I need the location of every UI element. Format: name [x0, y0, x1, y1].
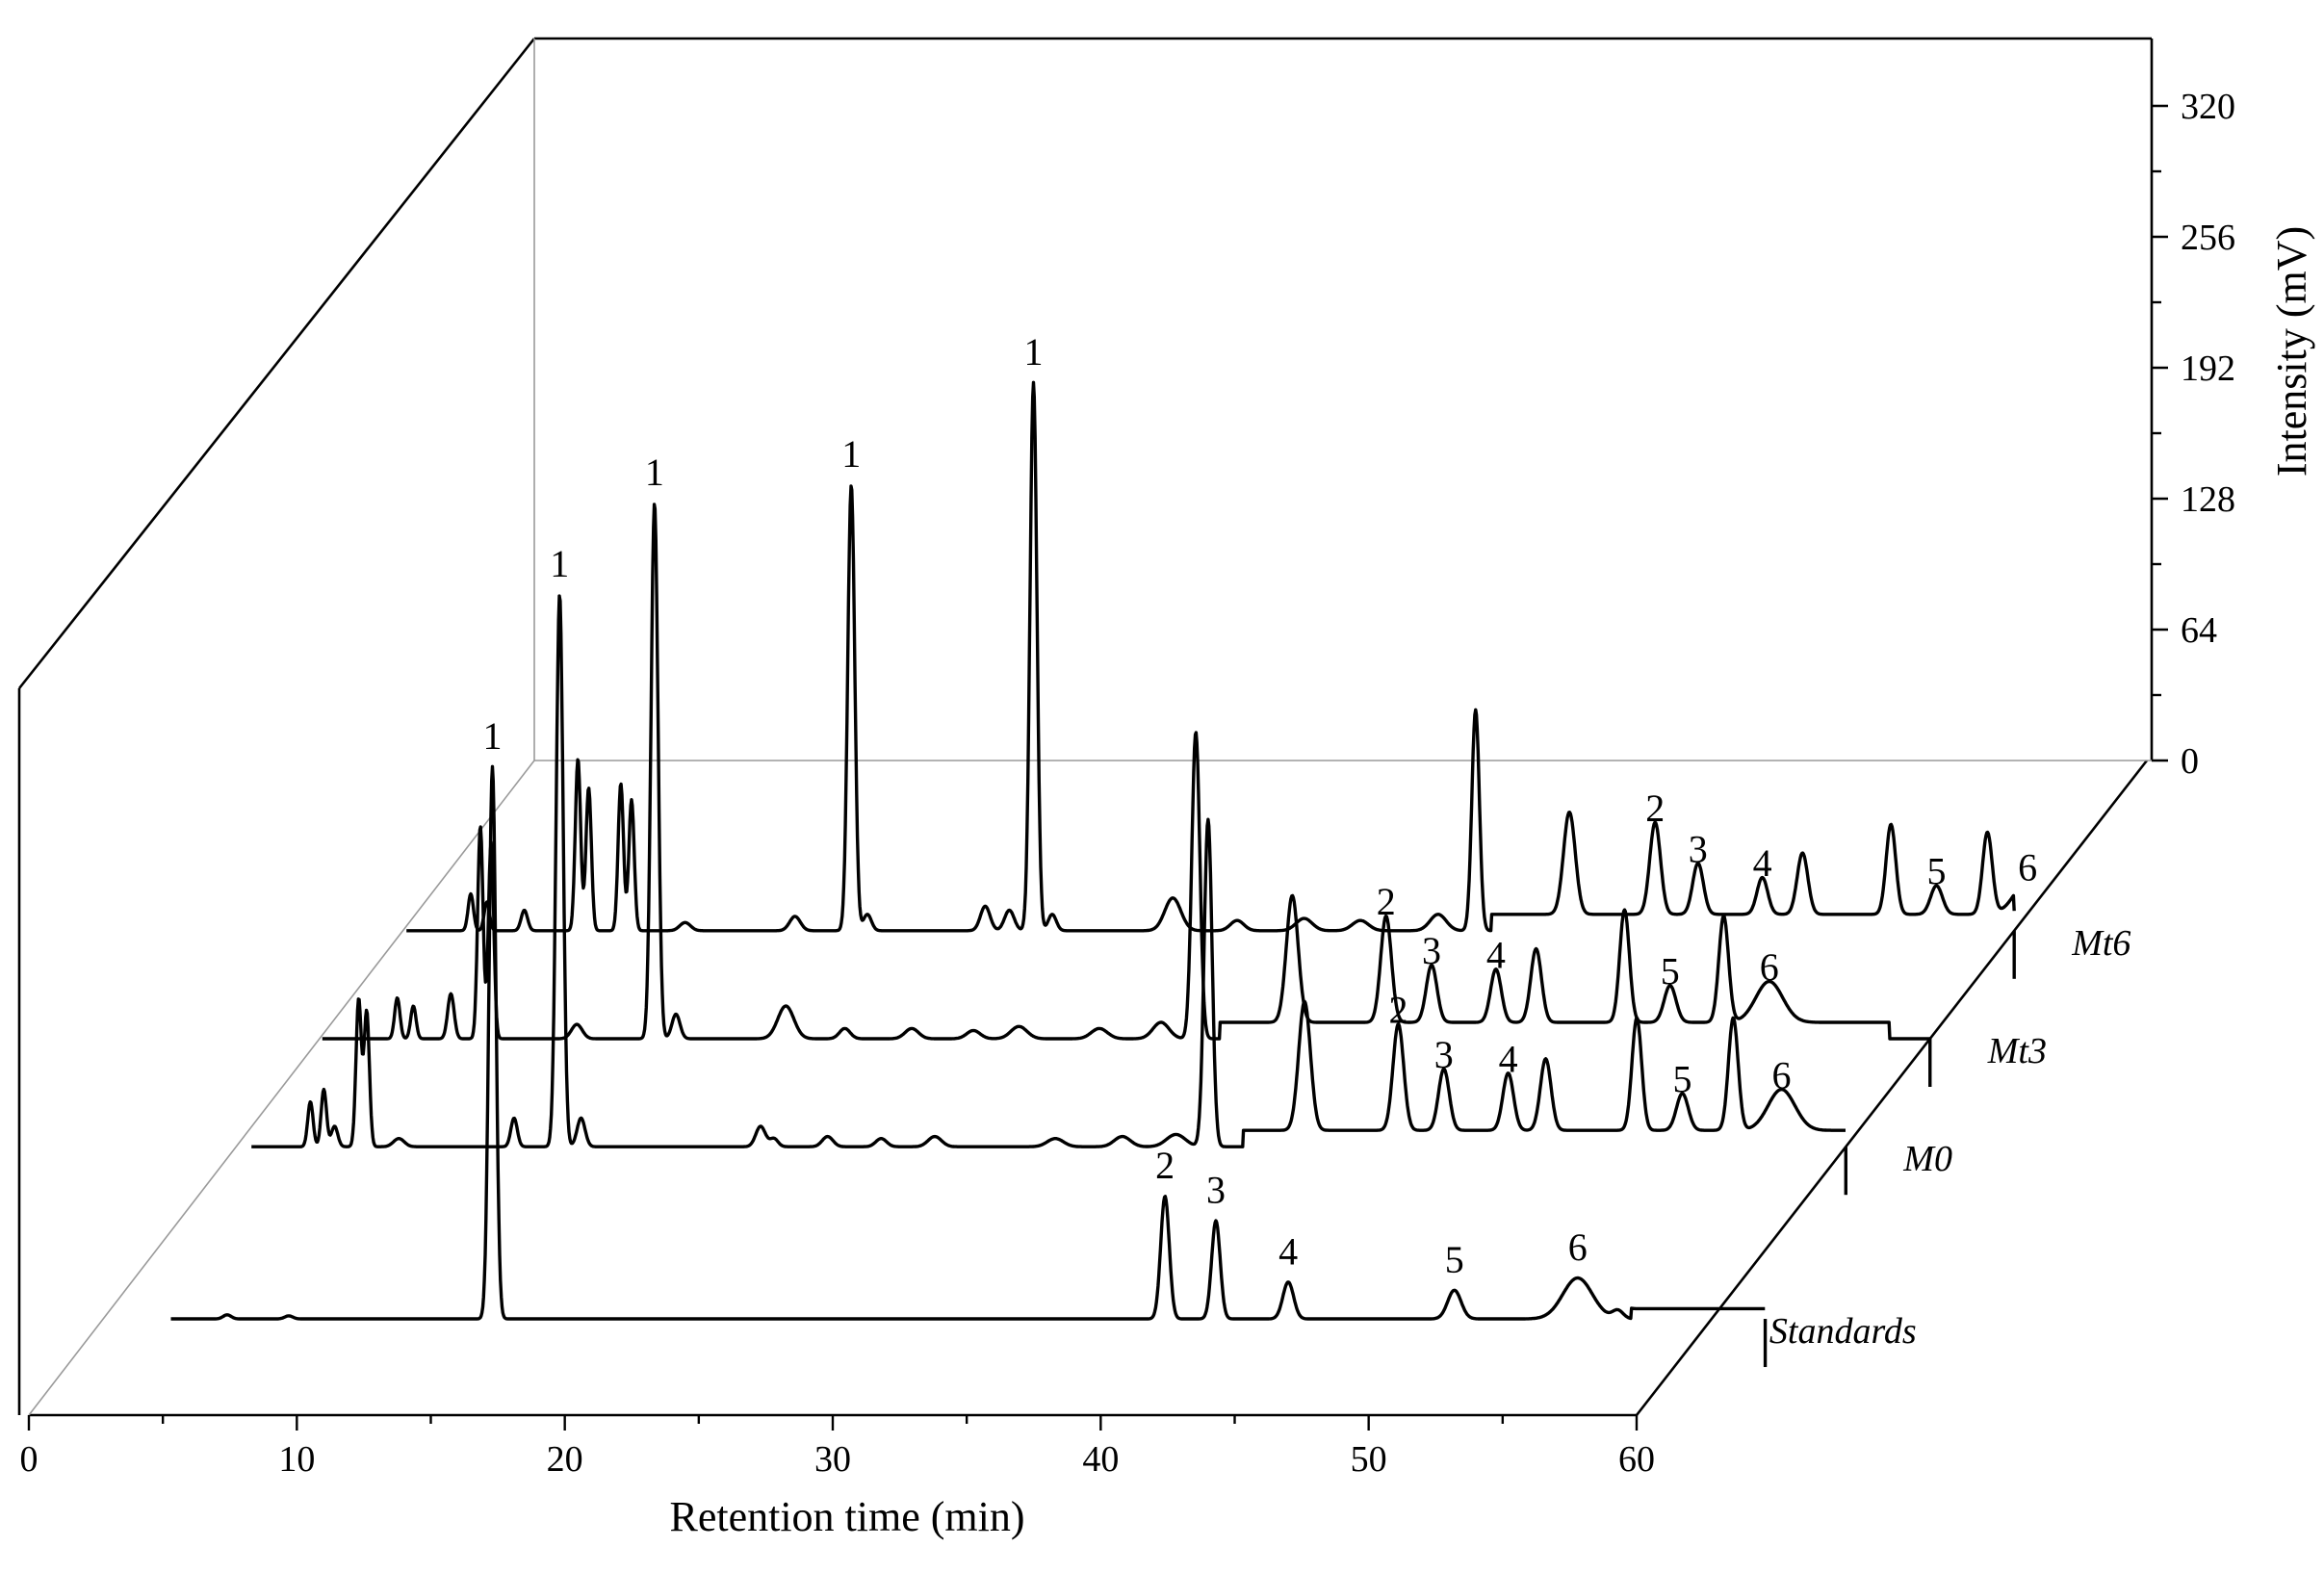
- top-left-edge: [17, 38, 536, 689]
- peak-label: 4: [1486, 933, 1506, 976]
- peak-label: 1: [841, 432, 861, 476]
- peak-label: 2: [1645, 786, 1665, 830]
- y-tick-label: 192: [2181, 348, 2235, 389]
- trace-line-mt6: [405, 380, 2016, 933]
- peak-label: 6: [1772, 1053, 1792, 1096]
- 3d-frame: [17, 37, 2154, 1417]
- peak-label: 4: [1278, 1229, 1298, 1273]
- y-tick-label: 64: [2181, 610, 2217, 651]
- peak-label: 2: [1388, 988, 1407, 1031]
- peak-label: 6: [1568, 1225, 1588, 1269]
- series-label: Standards: [1769, 1311, 1917, 1352]
- peak-label: 6: [1760, 945, 1779, 989]
- y-tick-label: 256: [2181, 218, 2235, 258]
- series-label: Mt3: [1987, 1031, 2047, 1071]
- peak-label: 3: [1434, 1033, 1454, 1076]
- peak-label: 2: [1377, 880, 1396, 923]
- x-tick-label: 60: [1618, 1439, 1655, 1480]
- peak-label: 5: [1445, 1238, 1464, 1281]
- y-tick-label: 128: [2181, 479, 2235, 520]
- series-label: M0: [1902, 1139, 1952, 1179]
- peak-label: 5: [1661, 949, 1680, 993]
- peak-label: 1: [550, 542, 569, 585]
- peak-label: 1: [1024, 330, 1044, 374]
- x-tick-label: 50: [1351, 1439, 1387, 1480]
- peak-label: 1: [645, 451, 664, 494]
- right-depth-edge: [1635, 760, 2149, 1416]
- x-tick-label: 30: [814, 1439, 851, 1480]
- trace-line-mt3: [321, 503, 1931, 1041]
- series-label: Mt6: [2071, 923, 2130, 964]
- x-tick-label: 20: [547, 1439, 583, 1480]
- x-tick-label: 0: [20, 1439, 39, 1480]
- trace-line-standards: [169, 764, 1767, 1321]
- left-floor-edge: [28, 760, 535, 1416]
- peak-label: 5: [1926, 850, 1946, 893]
- peak-label: 2: [1155, 1144, 1175, 1187]
- y-axis-title: Intensity (mV): [2268, 226, 2315, 477]
- peak-label: 5: [1673, 1058, 1692, 1101]
- peak-label: 4: [1499, 1037, 1518, 1080]
- x-axis-title: Retention time (min): [669, 1493, 1024, 1540]
- y-tick-label: 0: [2181, 741, 2199, 782]
- trace-line-m0: [250, 594, 1846, 1148]
- peak-label: 3: [1206, 1169, 1226, 1212]
- x-tick-label: 10: [278, 1439, 315, 1480]
- peak-label: 3: [1422, 929, 1441, 972]
- peak-label: 1: [482, 714, 502, 758]
- peak-label: 4: [1753, 841, 1772, 885]
- peak-label: 6: [2018, 845, 2037, 889]
- x-tick-label: 40: [1082, 1439, 1119, 1480]
- peak-label: 3: [1689, 827, 1708, 870]
- chromatogram-traces: [169, 380, 2016, 1368]
- y-tick-label: 320: [2181, 87, 2235, 127]
